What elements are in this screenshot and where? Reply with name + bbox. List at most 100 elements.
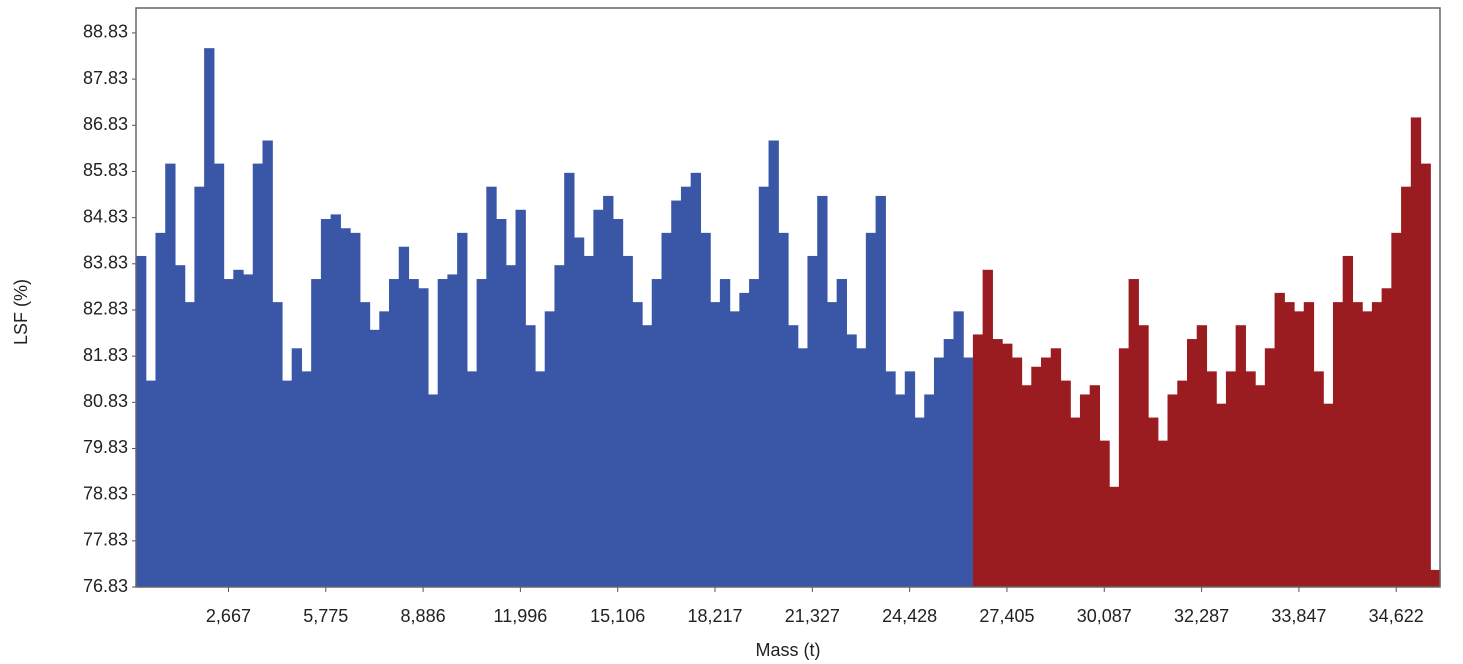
x-tick-label: 2,667 xyxy=(206,606,251,626)
x-tick-label: 30,087 xyxy=(1077,606,1132,626)
bar xyxy=(311,279,322,587)
bar xyxy=(330,214,341,587)
bar xyxy=(194,186,205,588)
bar xyxy=(534,371,546,587)
bar xyxy=(642,325,653,587)
bar xyxy=(476,279,487,587)
bar xyxy=(155,232,166,587)
bar xyxy=(972,334,984,587)
bar xyxy=(671,200,682,588)
bar xyxy=(1050,348,1062,587)
y-tick-label: 84.83 xyxy=(83,206,128,226)
x-tick-label: 32,287 xyxy=(1174,606,1229,626)
bar xyxy=(943,339,955,587)
bar xyxy=(379,311,390,587)
bar xyxy=(213,163,225,588)
bar xyxy=(272,302,283,587)
bar xyxy=(700,232,711,587)
bar xyxy=(1284,302,1295,587)
bar xyxy=(359,302,371,587)
bar xyxy=(953,311,964,587)
bar xyxy=(583,255,594,587)
bar xyxy=(243,274,254,587)
plot-frame xyxy=(135,7,1441,588)
bar xyxy=(1089,385,1101,587)
bar xyxy=(1099,440,1110,587)
bar xyxy=(1031,366,1042,587)
bar xyxy=(496,219,507,587)
bar xyxy=(1138,325,1149,587)
bar xyxy=(1060,380,1071,587)
bar xyxy=(1235,325,1246,587)
bar xyxy=(768,140,779,588)
bar xyxy=(1041,357,1052,587)
bar xyxy=(1410,117,1422,588)
y-tick-label: 80.83 xyxy=(83,391,128,411)
bar xyxy=(680,186,692,588)
y-tick-label: 77.83 xyxy=(83,530,128,550)
bar xyxy=(1323,403,1334,587)
bar xyxy=(1371,302,1383,587)
bar xyxy=(281,380,293,587)
bar xyxy=(749,279,760,587)
bar xyxy=(1148,417,1159,587)
bar xyxy=(262,140,273,588)
bar xyxy=(408,279,419,587)
bar xyxy=(1002,343,1013,587)
bar xyxy=(1362,311,1373,587)
y-tick-label: 76.83 xyxy=(83,576,128,596)
bar xyxy=(418,288,429,587)
bar xyxy=(447,274,458,587)
bar xyxy=(184,302,195,587)
x-tick-label: 5,775 xyxy=(303,606,348,626)
bar xyxy=(895,394,906,587)
bar xyxy=(291,348,303,587)
x-tick-label: 8,886 xyxy=(401,606,446,626)
bar xyxy=(457,232,468,587)
bar xyxy=(145,380,157,587)
y-tick-label: 81.83 xyxy=(83,345,128,365)
x-axis-label: Mass (t) xyxy=(756,640,821,660)
bar xyxy=(1186,339,1198,587)
bar xyxy=(690,172,702,587)
bar xyxy=(729,311,740,587)
bar xyxy=(1128,279,1139,587)
bar xyxy=(1294,311,1305,587)
bar xyxy=(963,357,974,587)
y-tick-label: 86.83 xyxy=(83,114,128,134)
bar xyxy=(544,311,556,587)
bar xyxy=(1079,394,1091,587)
bar xyxy=(865,232,877,587)
x-tick-label: 18,217 xyxy=(687,606,742,626)
bar xyxy=(515,209,526,588)
bar xyxy=(1303,302,1315,587)
bar xyxy=(301,371,312,587)
bar xyxy=(1118,348,1130,587)
bar xyxy=(1206,371,1217,587)
bar xyxy=(739,292,750,587)
bar xyxy=(817,195,828,587)
bar xyxy=(719,279,731,587)
bar xyxy=(573,237,585,587)
bar xyxy=(1264,348,1276,587)
y-tick-label: 83.83 xyxy=(83,253,128,273)
bar xyxy=(1381,288,1392,587)
x-tick-label: 27,405 xyxy=(979,606,1034,626)
bar xyxy=(846,334,857,587)
bar xyxy=(350,232,361,587)
bar xyxy=(1342,255,1354,587)
bar xyxy=(486,186,497,588)
x-tick-label: 21,327 xyxy=(785,606,840,626)
bar xyxy=(826,302,838,587)
bar xyxy=(924,394,935,587)
bar xyxy=(466,371,478,587)
bar xyxy=(933,357,945,587)
bar xyxy=(1225,371,1237,587)
bar xyxy=(982,269,993,587)
bar xyxy=(320,219,332,587)
y-tick-label: 87.83 xyxy=(83,68,128,88)
bar xyxy=(1420,163,1431,588)
bar xyxy=(612,219,624,587)
bar xyxy=(1011,357,1023,587)
bar xyxy=(1167,394,1178,587)
